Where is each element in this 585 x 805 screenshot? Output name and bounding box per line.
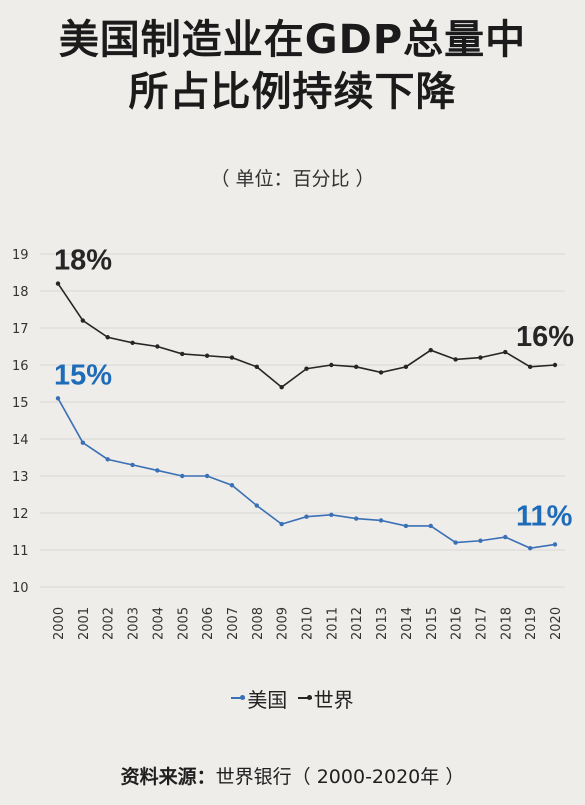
x-tick-label: 2018 <box>499 607 514 640</box>
data-point <box>55 281 61 286</box>
x-tick-label: 2015 <box>425 607 440 640</box>
data-point <box>453 357 458 362</box>
source-label: 资料来源： <box>120 766 216 788</box>
data-point <box>279 521 284 527</box>
x-tick-label: 2007 <box>226 607 241 640</box>
data-point <box>254 364 259 370</box>
data-point <box>527 545 533 551</box>
legend-label-us: 美国 <box>247 687 288 712</box>
x-tick-label: 2001 <box>77 607 92 640</box>
legend-item-world: 世界 <box>297 684 354 713</box>
x-tick-label: 2006 <box>201 607 216 640</box>
data-point <box>130 462 135 468</box>
y-tick-label: 11 <box>12 544 29 559</box>
x-tick-label: 2019 <box>524 607 539 640</box>
data-point <box>403 523 409 529</box>
data-point <box>180 351 185 357</box>
x-tick-label: 2004 <box>151 607 166 640</box>
data-point <box>329 362 334 368</box>
data-point <box>527 364 533 370</box>
x-tick-label: 2005 <box>176 607 191 640</box>
data-point <box>304 514 309 519</box>
data-point <box>478 355 483 360</box>
data-point <box>428 523 433 529</box>
data-point <box>378 370 384 375</box>
start-value-label: 18% <box>54 245 112 277</box>
data-point <box>254 503 259 508</box>
data-point <box>403 364 409 370</box>
y-tick-label: 16 <box>12 359 29 374</box>
x-tick-label: 2008 <box>251 607 266 640</box>
x-tick-label: 2012 <box>350 607 365 640</box>
x-tick-label: 2003 <box>127 607 142 640</box>
data-point <box>105 457 110 462</box>
legend-swatch-us <box>231 695 246 700</box>
line-chart: 10 11 12 13 14 15 16 17 18 19 2000 2001 2002 2003 2004… <box>12 245 574 640</box>
end-value-label: 16% <box>516 321 574 353</box>
source-text: 世界银行（ 2000-2020年 ） <box>215 766 465 788</box>
data-point <box>204 353 210 358</box>
data-point <box>503 534 508 540</box>
title-line-1: 美国制造业在GDP总量中 <box>58 17 527 63</box>
data-point <box>80 440 86 445</box>
data-point <box>155 468 160 473</box>
data-point <box>552 542 558 547</box>
legend-label-world: 世界 <box>313 687 354 712</box>
y-tick-label: 17 <box>12 322 29 337</box>
x-tick-label: 2014 <box>400 607 415 640</box>
data-point <box>329 512 334 518</box>
x-tick-label: 2016 <box>450 607 465 640</box>
x-tick-label: 2010 <box>301 607 316 640</box>
x-tick-label: 2002 <box>102 607 117 640</box>
legend: 美国 世界 <box>0 680 585 713</box>
unit-label: （ 单位：百分比 ） <box>210 168 375 190</box>
y-tick-label: 10 <box>12 581 29 596</box>
data-point <box>552 362 558 368</box>
data-point <box>229 355 235 360</box>
y-tick-label: 13 <box>12 470 29 485</box>
series-line <box>57 397 556 549</box>
data-point <box>180 473 185 479</box>
data-point <box>354 364 359 370</box>
data-point <box>304 366 309 371</box>
title-line-2: 所占比例持续下降 <box>128 69 457 115</box>
x-tick-label: 2011 <box>325 607 340 640</box>
data-point <box>229 483 235 488</box>
y-tick-label: 12 <box>12 507 29 522</box>
y-tick-label: 14 <box>12 433 29 448</box>
series-line <box>57 283 556 389</box>
start-value-label: 15% <box>54 359 112 391</box>
data-point <box>354 516 359 521</box>
data-point <box>503 349 508 355</box>
legend-swatch-world <box>297 695 312 700</box>
data-point <box>155 344 160 349</box>
data-point <box>80 318 86 323</box>
y-tick-label: 15 <box>12 396 29 411</box>
x-tick-label: 2020 <box>549 607 564 640</box>
x-tick-label: 2009 <box>276 607 291 640</box>
x-tick-label: 2017 <box>474 607 489 640</box>
end-value-label: 11% <box>516 500 573 532</box>
data-point <box>55 396 61 401</box>
y-tick-label: 19 <box>12 248 29 263</box>
data-point <box>105 335 110 340</box>
x-tick-label: 2000 <box>52 607 67 640</box>
x-tick-label: 2013 <box>375 607 390 640</box>
data-point <box>453 540 458 545</box>
data-point <box>478 538 483 543</box>
data-point <box>279 385 284 390</box>
y-tick-label: 18 <box>12 285 29 300</box>
legend-item-us: 美国 <box>231 684 287 713</box>
chart-title: 美国制造业在GDP总量中 所占比例持续下降 <box>0 14 585 118</box>
source-note: 资料来源：世界银行（ 2000-2020年 ） <box>0 762 585 789</box>
data-point <box>130 340 135 345</box>
data-point <box>378 518 384 523</box>
data-point <box>428 348 433 353</box>
data-point <box>204 473 210 479</box>
